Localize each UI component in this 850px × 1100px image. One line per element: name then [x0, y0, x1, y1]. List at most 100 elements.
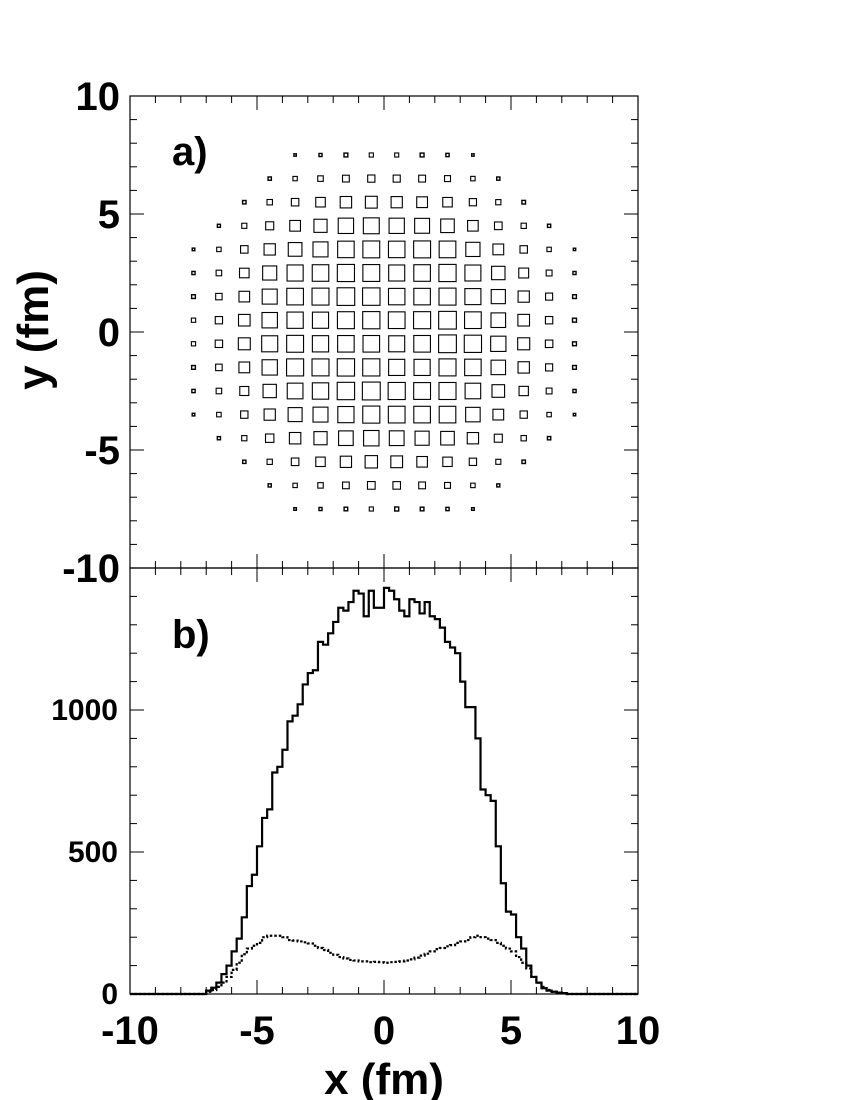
- density-box: [387, 311, 406, 330]
- x-tick-label: -10: [101, 1009, 159, 1053]
- density-box: [311, 287, 330, 306]
- density-box: [336, 311, 355, 330]
- density-box: [519, 410, 528, 419]
- density-box: [394, 152, 400, 158]
- density-box: [261, 311, 278, 329]
- density-box: [286, 382, 304, 400]
- density-box: [490, 359, 507, 376]
- density-box: [191, 270, 196, 276]
- density-box: [444, 481, 451, 489]
- y-tick-label: 500: [68, 836, 118, 869]
- density-box: [392, 481, 402, 490]
- density-box: [544, 339, 554, 349]
- density-box: [261, 335, 279, 353]
- density-box: [493, 433, 503, 443]
- density-box: [315, 196, 326, 208]
- density-box: [293, 507, 298, 511]
- density-box: [467, 219, 479, 232]
- density-box: [464, 264, 482, 282]
- density-box: [290, 197, 300, 207]
- density-box: [545, 387, 553, 395]
- x-tick-label: -5: [239, 1009, 275, 1053]
- density-box: [313, 218, 328, 233]
- density-box: [338, 430, 354, 447]
- x-tick-label: 5: [500, 1009, 522, 1053]
- density-box: [318, 506, 323, 512]
- density-box: [419, 506, 425, 512]
- y-tick-label: -10: [62, 547, 120, 591]
- density-box: [239, 385, 250, 397]
- density-box: [337, 240, 355, 259]
- density-box: [442, 456, 453, 468]
- density-box: [261, 359, 278, 376]
- density-box: [311, 311, 330, 329]
- density-box: [470, 482, 476, 489]
- panel-a-boxes: [190, 152, 578, 512]
- density-box: [470, 153, 475, 157]
- density-box: [336, 358, 356, 377]
- density-box: [418, 481, 427, 490]
- density-box: [463, 334, 483, 353]
- density-box: [419, 152, 425, 158]
- density-box: [215, 269, 223, 277]
- density-box: [572, 270, 577, 276]
- density-box: [546, 223, 552, 229]
- panel-a-density-map: 10 5 0 -5 -10 a) y (fm): [9, 75, 639, 591]
- density-box: [546, 246, 552, 253]
- density-box: [413, 240, 432, 259]
- density-box: [572, 388, 577, 394]
- x-tick-labels: -10 -5 0 5 10: [101, 1009, 660, 1053]
- density-box: [418, 174, 427, 183]
- density-box: [518, 385, 529, 397]
- density-box: [292, 175, 298, 182]
- density-box: [262, 265, 278, 281]
- y-axis-label: y (fm): [9, 270, 58, 390]
- density-box: [362, 311, 381, 330]
- density-box: [216, 435, 222, 441]
- density-box: [362, 358, 381, 377]
- density-box: [261, 288, 278, 305]
- density-box: [241, 199, 247, 205]
- density-box: [464, 311, 482, 330]
- density-box: [445, 506, 450, 512]
- density-box: [364, 195, 378, 209]
- density-box: [468, 198, 478, 207]
- density-box: [438, 310, 457, 330]
- density-box: [216, 246, 222, 253]
- density-box: [293, 153, 297, 157]
- density-box: [215, 292, 223, 301]
- density-box: [288, 431, 302, 445]
- density-box: [442, 196, 453, 208]
- density-box: [363, 429, 380, 447]
- density-box: [413, 334, 431, 353]
- density-box: [438, 240, 457, 259]
- density-box: [264, 433, 275, 443]
- density-box: [267, 176, 273, 181]
- density-box: [394, 506, 400, 512]
- density-box: [341, 174, 350, 183]
- density-box: [311, 335, 330, 353]
- density-box: [520, 434, 527, 442]
- density-box: [491, 265, 506, 281]
- density-box: [286, 287, 304, 306]
- density-box: [286, 334, 305, 353]
- density-box: [368, 152, 374, 158]
- density-box: [572, 247, 577, 252]
- density-box: [238, 361, 251, 374]
- density-box: [572, 412, 577, 417]
- density-box: [414, 217, 431, 234]
- panel-b-profile: 1000 500 0 -10 -5 0 5 10 b) x (fm): [51, 567, 660, 1100]
- density-box: [336, 263, 356, 283]
- density-box: [438, 287, 457, 306]
- density-box: [263, 408, 276, 421]
- density-box: [311, 382, 330, 400]
- density-box: [191, 247, 196, 252]
- density-box: [339, 455, 353, 468]
- panel-b-ticks: [129, 567, 639, 995]
- density-box: [465, 406, 481, 423]
- y-tick-label: 5: [98, 193, 120, 237]
- density-box: [191, 388, 196, 394]
- density-box: [464, 382, 482, 400]
- y-tick-label: 10: [76, 75, 121, 119]
